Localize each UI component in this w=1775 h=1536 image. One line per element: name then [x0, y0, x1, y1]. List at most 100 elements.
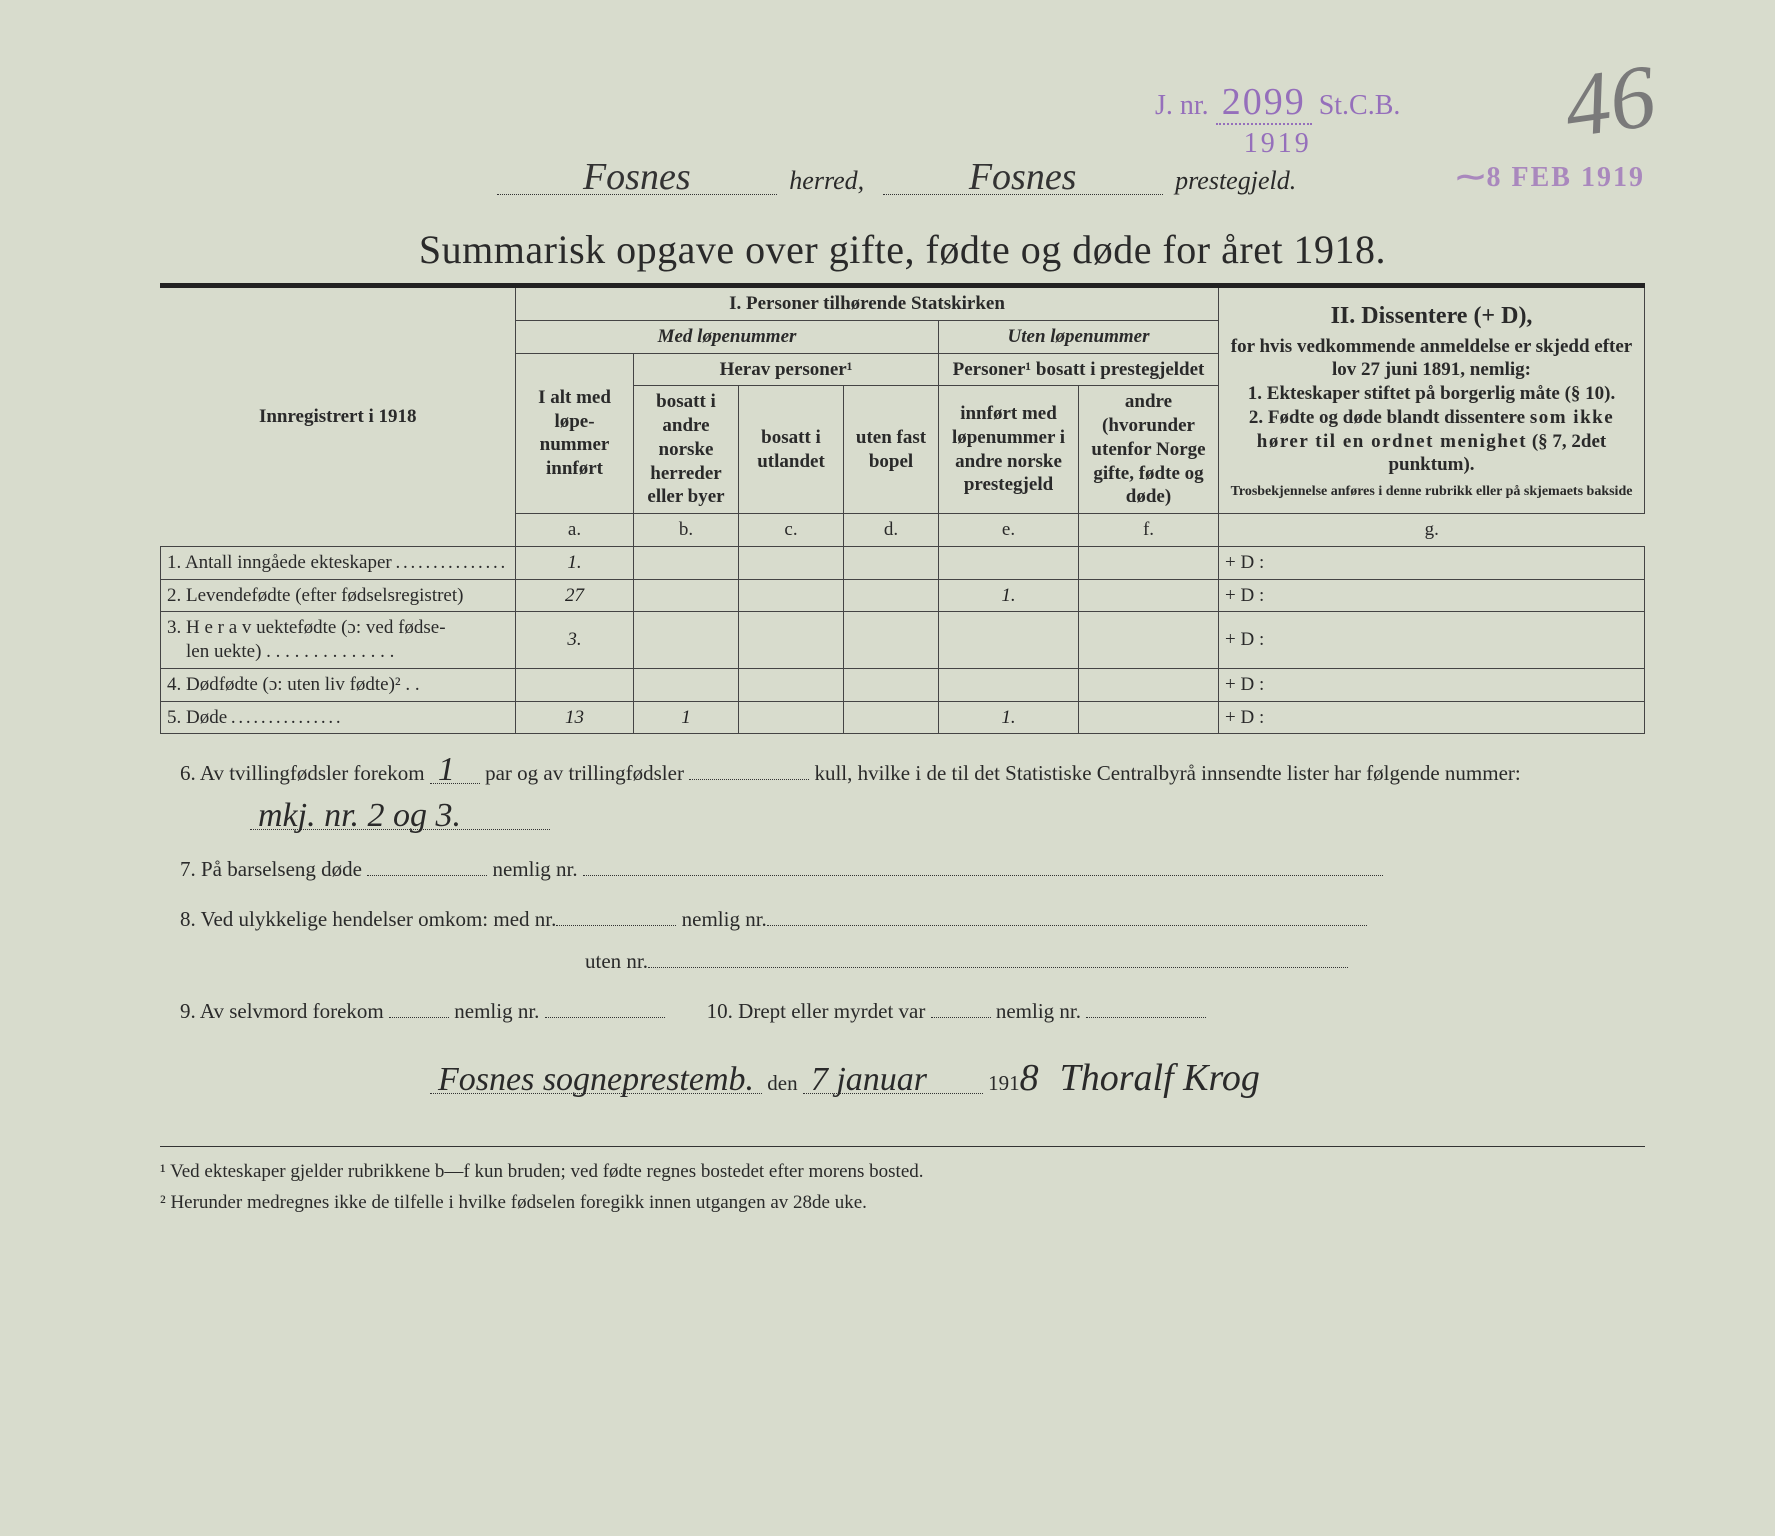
item-9-10: 9. Av selvmord forekom nemlig nr. 10. Dr…: [180, 990, 1625, 1032]
row-label: 4. Dødfødte (ɔ: uten liv fødte)² . .: [161, 668, 516, 701]
med-lope-header: Med løpenummer: [516, 320, 939, 353]
item6-text-b: par og av trillingfødsler: [485, 761, 689, 785]
cell-e: [939, 612, 1079, 669]
col-c-header: bosatt i utlandet: [739, 386, 844, 514]
section-ii-header: II. Dissentere (+ D), for hvis vedkommen…: [1219, 288, 1645, 514]
jnr-suffix: St.C.B.: [1319, 90, 1401, 121]
signature-line: Fosnes sogneprestemb. den 7 januar 1918 …: [180, 1040, 1625, 1116]
cell-b: 1: [634, 701, 739, 734]
letter-c: c.: [739, 514, 844, 547]
year-prefix: 191: [988, 1071, 1020, 1095]
table-row: 2. Levendefødte (efter fødselsregistret)…: [161, 579, 1645, 612]
uten-lope-header: Uten løpenummer: [939, 320, 1219, 353]
item8-text-b: nemlig nr.: [682, 907, 767, 931]
cell-c: [739, 612, 844, 669]
item-8: 8. Ved ulykkelige hendelser omkom: med n…: [180, 898, 1625, 982]
letter-g: g.: [1219, 514, 1645, 547]
cell-e: [939, 668, 1079, 701]
cell-e: 1.: [939, 701, 1079, 734]
page-title: Summarisk opgave over gifte, fødte og dø…: [160, 226, 1645, 273]
jnr-number: 2099: [1216, 81, 1312, 125]
col-innregistrert: Innregistrert i 1918: [161, 288, 516, 546]
cell-b: [634, 579, 739, 612]
received-date-stamp: ⁓8 FEB 1919: [1457, 160, 1645, 194]
section-ii-li1a: 1. Ekteskaper stiftet: [1248, 383, 1415, 404]
cell-c: [739, 546, 844, 579]
cell-g: + D :: [1219, 701, 1645, 734]
table-row: 3. H e r a v uektefødte (ɔ: ved fødse- l…: [161, 612, 1645, 669]
ialt-text: I alt med løpe-nummer innført: [538, 387, 611, 479]
cell-a: 27: [516, 579, 634, 612]
item7-blank2: [583, 875, 1383, 876]
item6-text-c: kull, hvilke i de til det Statistiske Ce…: [814, 761, 1520, 785]
item9-text-b: nemlig nr.: [454, 999, 544, 1023]
col-e-header: innført med løpenummer i andre norske pr…: [939, 386, 1079, 514]
prestegjeld-label: prestegjeld.: [1169, 166, 1308, 195]
col-a-header: I alt med løpe-nummer innført: [516, 353, 634, 514]
row-label: 3. H e r a v uektefødte (ɔ: ved fødse- l…: [161, 612, 516, 669]
item-7: 7. På barselseng døde nemlig nr.: [180, 848, 1625, 890]
item10-text-b: nemlig nr.: [996, 999, 1086, 1023]
cell-c: [739, 579, 844, 612]
personer-bosatt-header: Personer¹ bosatt i prestegjeldet: [939, 353, 1219, 386]
cell-f: [1079, 579, 1219, 612]
section-ii-title: II. Dissentere (+ D),: [1225, 301, 1638, 331]
item9-text: 9. Av selvmord forekom: [180, 999, 389, 1023]
page-number-stamp: 46: [1558, 44, 1661, 159]
item8-blank3: [648, 967, 1348, 968]
table-body: 1. Antall inngåede ekteskaper1.+ D :2. L…: [161, 546, 1645, 734]
cell-a: 3.: [516, 612, 634, 669]
cell-f: [1079, 612, 1219, 669]
cell-a: [516, 668, 634, 701]
row-label: 2. Levendefødte (efter fødselsregistret): [161, 579, 516, 612]
section-ii-body1: for hvis vedkommende anmeldelse er skjed…: [1231, 336, 1632, 381]
row-label: 5. Døde: [161, 701, 516, 734]
footnotes: ¹ Ved ekteskaper gjelder rubrikkene b—f …: [160, 1146, 1645, 1218]
den-label: den: [767, 1071, 803, 1095]
cell-b: [634, 668, 739, 701]
date-value: 7 januar: [803, 1066, 983, 1094]
jnr-year: 1919: [1155, 128, 1400, 160]
cell-d: [844, 579, 939, 612]
col-f-header: andre (hvorunder utenfor Norge gifte, fø…: [1079, 386, 1219, 514]
col-d-header: uten fast bopel: [844, 386, 939, 514]
item-6: 6. Av tvillingfødsler forekom 1 par og a…: [180, 752, 1625, 840]
below-table-section: 6. Av tvillingfødsler forekom 1 par og a…: [160, 752, 1645, 1116]
cell-d: [844, 546, 939, 579]
cell-f: [1079, 701, 1219, 734]
section-ii-small: Trosbekjennelse anføres i denne rubrikk …: [1225, 483, 1638, 501]
triplet-count: [689, 779, 809, 780]
cell-e: [939, 546, 1079, 579]
letter-f: f.: [1079, 514, 1219, 547]
document-page: J. nr. 2099 St.C.B. 1919 46 ⁓8 FEB 1919 …: [0, 0, 1775, 1536]
section-ii-li1b: på borgerlig måte: [1415, 383, 1560, 404]
header-line: Fosnes herred, Fosnes prestegjeld.: [160, 160, 1645, 196]
col-b-header: bosatt i andre norske herreder eller bye…: [634, 386, 739, 514]
cell-a: 13: [516, 701, 634, 734]
cell-a: 1.: [516, 546, 634, 579]
cell-g: + D :: [1219, 668, 1645, 701]
section-ii-li2a: 2. Fødte og døde blandt dissentere: [1249, 407, 1530, 428]
herav-personer-header: Herav personer¹: [634, 353, 939, 386]
item8-text: 8. Ved ulykkelige hendelser omkom: med n…: [180, 907, 556, 931]
item7-blank1: [367, 875, 487, 876]
item8-text-c: uten nr.: [585, 949, 648, 973]
cell-g: + D :: [1219, 546, 1645, 579]
cell-f: [1079, 546, 1219, 579]
item9-blank1: [389, 1017, 449, 1018]
letter-a: a.: [516, 514, 634, 547]
letter-b: b.: [634, 514, 739, 547]
cell-b: [634, 546, 739, 579]
item6-numbers: mkj. nr. 2 og 3.: [250, 802, 550, 830]
jnr-prefix: J. nr.: [1155, 90, 1209, 121]
cell-c: [739, 701, 844, 734]
item6-text-a: 6. Av tvillingfødsler forekom: [180, 761, 430, 785]
section-ii-li1c: (§ 10).: [1560, 383, 1615, 404]
herred-value: Fosnes: [497, 160, 777, 195]
cell-b: [634, 612, 739, 669]
main-table: Innregistrert i 1918 I. Personer tilhøre…: [160, 288, 1645, 734]
cell-f: [1079, 668, 1219, 701]
cell-d: [844, 701, 939, 734]
letter-e: e.: [939, 514, 1079, 547]
year-digit: 8: [1020, 1057, 1039, 1099]
